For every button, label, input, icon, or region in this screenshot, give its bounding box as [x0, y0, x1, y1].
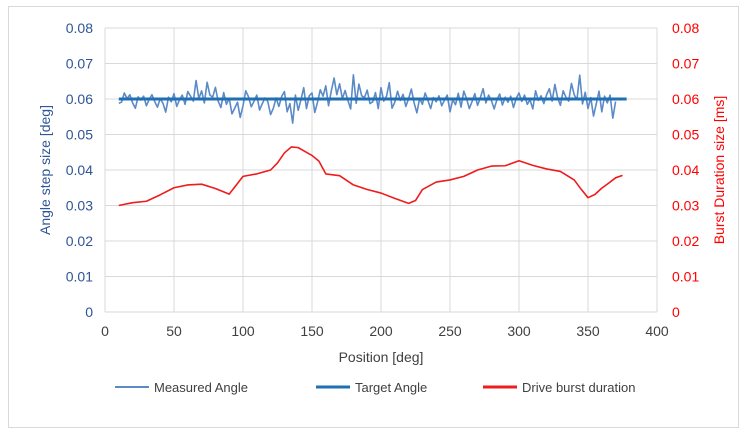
y-tick-label: 0.02 [66, 233, 93, 249]
y-tick-label: 0.03 [66, 198, 93, 214]
x-tick-label: 250 [438, 323, 462, 339]
y2-axis-ticks: 0 0.01 0.02 0.03 0.04 0.05 0.06 0.07 0.08 [672, 20, 699, 320]
x-tick-label: 200 [369, 323, 393, 339]
series-drive-burst-duration [118, 146, 623, 207]
y-tick-label: 0.01 [66, 269, 93, 285]
y2-tick-label: 0 [672, 304, 680, 320]
x-tick-label: 300 [507, 323, 531, 339]
y2-tick-label: 0.01 [672, 269, 699, 285]
grid-lines [104, 27, 658, 313]
y2-tick-label: 0.05 [672, 127, 699, 143]
y2-tick-label: 0.02 [672, 233, 699, 249]
y-axis-ticks: 0 0.01 0.02 0.03 0.04 0.05 0.06 0.07 0.08 [66, 20, 93, 320]
x-tick-label: 50 [166, 323, 182, 339]
x-axis-ticks: 0 50 100 150 200 250 300 350 400 [101, 323, 669, 339]
series-lines [118, 74, 627, 207]
x-axis-label: Position [deg] [339, 349, 424, 365]
chart-frame [8, 6, 739, 428]
y2-tick-label: 0.06 [672, 91, 699, 107]
x-tick-label: 350 [576, 323, 600, 339]
y-axis-label: Angle step size [deg] [37, 105, 53, 235]
legend-label: Target Angle [355, 380, 427, 395]
y-tick-label: 0.07 [66, 56, 93, 72]
y-tick-label: 0.04 [66, 162, 93, 178]
y-tick-label: 0.06 [66, 91, 93, 107]
x-tick-label: 150 [300, 323, 324, 339]
x-tick-label: 0 [101, 323, 109, 339]
y2-tick-label: 0.04 [672, 162, 699, 178]
y2-tick-label: 0.03 [672, 198, 699, 214]
y2-tick-label: 0.07 [672, 56, 699, 72]
x-tick-label: 400 [645, 323, 669, 339]
legend-label: Measured Angle [154, 380, 248, 395]
y2-tick-label: 0.08 [672, 20, 699, 36]
y2-axis-label: Burst Duration size [ms] [711, 96, 727, 245]
series-measured-angle [118, 74, 617, 124]
legend: Measured Angle Target Angle Drive burst du… [115, 380, 635, 395]
legend-label: Drive burst duration [522, 380, 635, 395]
y-tick-label: 0.08 [66, 20, 93, 36]
y-tick-label: 0.05 [66, 127, 93, 143]
x-tick-label: 100 [231, 323, 255, 339]
y-tick-label: 0 [85, 304, 93, 320]
